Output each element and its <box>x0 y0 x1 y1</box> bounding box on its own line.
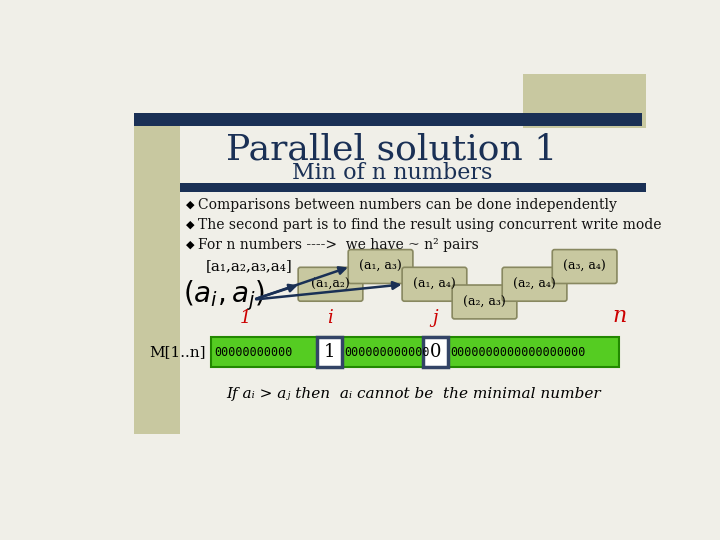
Text: $(a_i , a_j)$: $(a_i , a_j)$ <box>183 279 264 313</box>
Text: ◆: ◆ <box>186 240 194 250</box>
Text: Parallel solution 1: Parallel solution 1 <box>227 132 558 166</box>
Text: (a₁,a₂): (a₁,a₂) <box>311 278 350 291</box>
Text: The second part is to find the result using concurrent write mode: The second part is to find the result us… <box>198 218 662 232</box>
Text: For n numbers ---->  we have ~ n² pairs: For n numbers ----> we have ~ n² pairs <box>198 238 479 252</box>
Text: (a₂, a₃): (a₂, a₃) <box>463 295 506 308</box>
Text: i: i <box>327 308 333 327</box>
Text: (a₁, a₄): (a₁, a₄) <box>413 278 456 291</box>
Bar <box>134 112 642 126</box>
Bar <box>211 338 619 367</box>
Bar <box>318 338 342 367</box>
FancyBboxPatch shape <box>452 285 517 319</box>
Text: 0: 0 <box>429 343 441 361</box>
Text: [a₁,a₂,a₃,a₄]: [a₁,a₂,a₃,a₄] <box>206 260 292 274</box>
Text: 1: 1 <box>324 343 336 361</box>
Bar <box>180 183 647 192</box>
FancyBboxPatch shape <box>298 267 363 301</box>
Text: If aᵢ > aⱼ then  aᵢ cannot be  the minimal number: If aᵢ > aⱼ then aᵢ cannot be the minimal… <box>227 387 601 401</box>
Text: M[1..n]: M[1..n] <box>149 345 206 359</box>
FancyBboxPatch shape <box>348 249 413 284</box>
FancyBboxPatch shape <box>503 267 567 301</box>
Text: 0000000000000000000: 0000000000000000000 <box>450 346 585 359</box>
Text: 000000000000: 000000000000 <box>344 346 430 359</box>
Bar <box>523 74 647 128</box>
Text: (a₃, a₄): (a₃, a₄) <box>563 260 606 273</box>
Text: n: n <box>612 305 626 327</box>
Text: ◆: ◆ <box>186 220 194 230</box>
Text: (a₁, a₃): (a₁, a₃) <box>359 260 402 273</box>
Text: j: j <box>433 308 438 327</box>
Bar <box>134 126 180 434</box>
FancyBboxPatch shape <box>402 267 467 301</box>
Text: 00000000000: 00000000000 <box>215 346 292 359</box>
Bar <box>423 338 448 367</box>
Text: (a₂, a₄): (a₂, a₄) <box>513 278 556 291</box>
FancyBboxPatch shape <box>552 249 617 284</box>
Text: Comparisons between numbers can be done independently: Comparisons between numbers can be done … <box>198 198 617 212</box>
Text: 1: 1 <box>240 308 251 327</box>
Text: Min of n numbers: Min of n numbers <box>292 161 492 184</box>
Text: ◆: ◆ <box>186 200 194 210</box>
